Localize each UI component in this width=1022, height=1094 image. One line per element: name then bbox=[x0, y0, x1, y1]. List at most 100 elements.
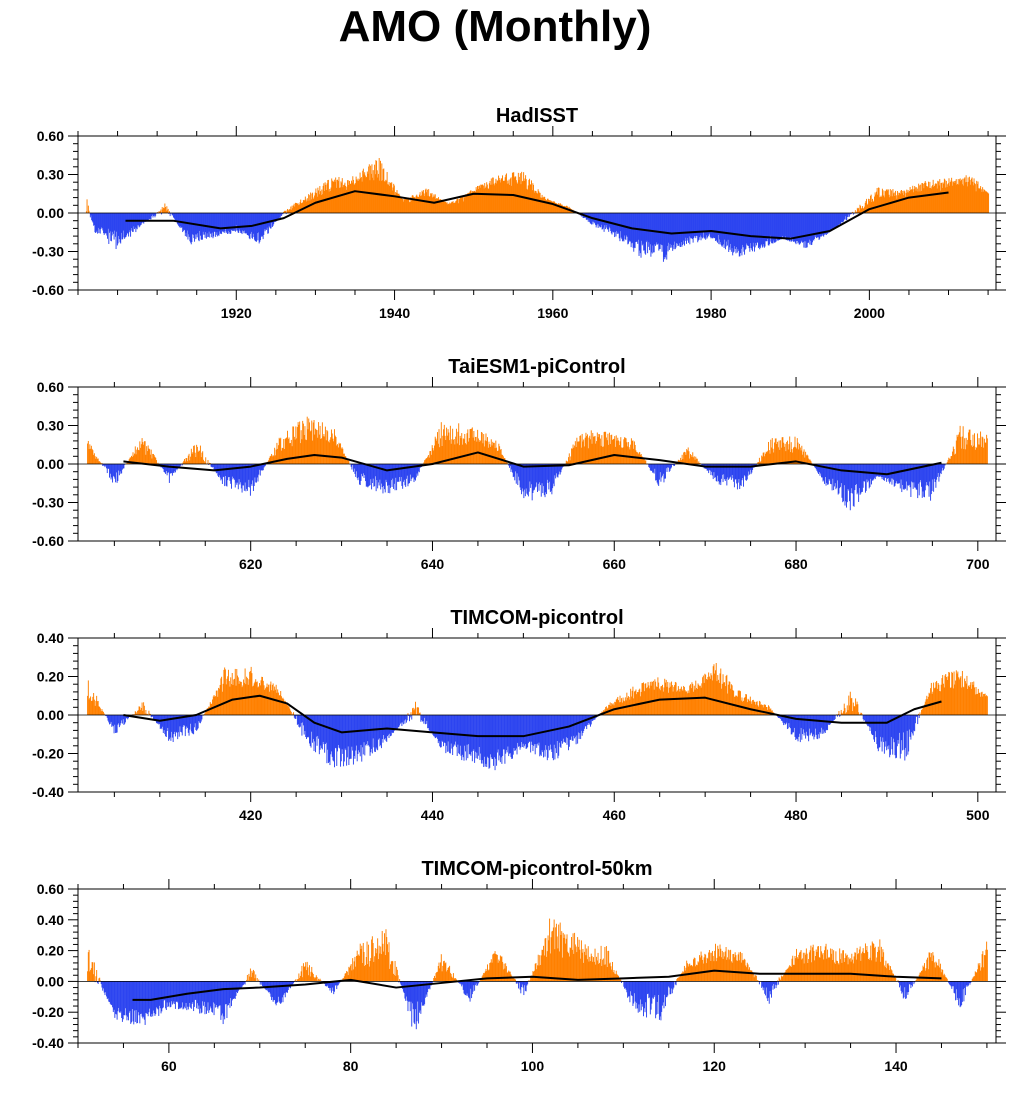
positive-bar bbox=[942, 683, 944, 715]
positive-bar bbox=[967, 177, 969, 213]
negative-bar bbox=[574, 715, 576, 737]
positive-bar bbox=[416, 196, 418, 213]
negative-bar bbox=[214, 981, 216, 1004]
positive-bar bbox=[415, 195, 417, 213]
negative-bar bbox=[757, 213, 759, 243]
positive-bar bbox=[928, 692, 930, 715]
negative-bar bbox=[683, 213, 685, 245]
positive-bar bbox=[732, 954, 734, 982]
negative-bar bbox=[561, 464, 563, 470]
positive-bar bbox=[246, 676, 248, 715]
negative-bar bbox=[763, 981, 765, 988]
negative-bar bbox=[736, 464, 738, 484]
positive-bar bbox=[424, 460, 426, 464]
x-tick-label: 500 bbox=[966, 807, 990, 823]
positive-bar bbox=[449, 425, 451, 464]
positive-bar bbox=[318, 434, 320, 464]
positive-bar bbox=[362, 942, 364, 982]
positive-bar bbox=[447, 203, 449, 213]
negative-bar bbox=[779, 213, 781, 240]
negative-bar bbox=[678, 213, 680, 246]
negative-bar bbox=[126, 213, 128, 233]
positive-bar bbox=[183, 460, 185, 464]
negative-bar bbox=[715, 213, 717, 241]
positive-bar bbox=[780, 979, 782, 982]
negative-bar bbox=[768, 981, 770, 1004]
positive-bar bbox=[582, 948, 584, 982]
positive-bar bbox=[132, 714, 134, 715]
negative-bar bbox=[112, 715, 114, 726]
negative-bar bbox=[320, 715, 322, 746]
positive-bar bbox=[699, 462, 701, 464]
positive-bar bbox=[789, 452, 791, 464]
negative-bar bbox=[704, 213, 706, 238]
positive-bar bbox=[394, 194, 396, 213]
positive-bar bbox=[980, 446, 982, 464]
negative-bar bbox=[398, 715, 400, 728]
positive-bar bbox=[508, 179, 510, 213]
positive-bar bbox=[932, 185, 933, 213]
negative-bar bbox=[352, 464, 354, 466]
positive-bar bbox=[286, 703, 288, 715]
positive-bar bbox=[848, 695, 850, 715]
positive-bar bbox=[145, 710, 147, 715]
negative-bar bbox=[279, 981, 281, 1004]
positive-bar bbox=[276, 442, 278, 464]
positive-bar bbox=[739, 951, 741, 982]
negative-bar bbox=[228, 213, 230, 234]
positive-bar bbox=[536, 192, 538, 213]
positive-bar bbox=[342, 448, 344, 464]
negative-bar bbox=[223, 213, 225, 232]
negative-bar bbox=[939, 464, 941, 474]
negative-bar bbox=[93, 213, 95, 226]
negative-bar bbox=[652, 464, 654, 473]
positive-bar bbox=[966, 186, 968, 213]
negative-bar bbox=[938, 464, 940, 482]
positive-bar bbox=[341, 182, 343, 213]
positive-bar bbox=[944, 675, 946, 715]
negative-bar bbox=[262, 981, 263, 987]
positive-bar bbox=[476, 186, 478, 213]
positive-bar bbox=[387, 944, 388, 982]
positive-bar bbox=[381, 930, 383, 982]
negative-bar bbox=[703, 213, 705, 239]
negative-bar bbox=[648, 213, 650, 243]
positive-bar bbox=[577, 937, 579, 982]
positive-bar bbox=[497, 962, 499, 982]
negative-bar bbox=[355, 464, 357, 472]
positive-bar bbox=[605, 964, 607, 982]
negative-bar bbox=[169, 213, 171, 217]
positive-bar bbox=[444, 201, 446, 213]
positive-bar bbox=[599, 434, 601, 464]
negative-bar bbox=[274, 213, 276, 222]
positive-bar bbox=[449, 202, 451, 213]
negative-bar bbox=[141, 213, 143, 224]
negative-bar bbox=[514, 715, 516, 751]
positive-bar bbox=[928, 181, 930, 213]
negative-bar bbox=[226, 981, 228, 1019]
positive-bar bbox=[449, 203, 451, 213]
positive-bar bbox=[967, 439, 969, 464]
positive-bar bbox=[208, 706, 210, 715]
negative-bar bbox=[925, 464, 927, 486]
positive-bar bbox=[579, 435, 581, 464]
negative-bar bbox=[154, 715, 156, 721]
negative-bar bbox=[767, 213, 769, 246]
negative-bar bbox=[220, 213, 222, 233]
negative-bar bbox=[886, 464, 888, 482]
negative-bar bbox=[884, 464, 886, 478]
negative-bar bbox=[517, 981, 519, 983]
positive-bar bbox=[558, 203, 560, 213]
negative-bar bbox=[134, 981, 135, 1011]
negative-bar bbox=[275, 213, 277, 222]
positive-bar bbox=[978, 438, 980, 464]
negative-bar bbox=[262, 464, 263, 471]
positive-bar bbox=[668, 687, 670, 715]
positive-bar bbox=[494, 182, 496, 213]
negative-bar bbox=[477, 981, 479, 984]
positive-bar bbox=[951, 671, 953, 715]
positive-bar bbox=[486, 441, 488, 464]
negative-bar bbox=[766, 981, 768, 999]
positive-bar bbox=[266, 683, 268, 715]
positive-bar bbox=[158, 211, 160, 213]
